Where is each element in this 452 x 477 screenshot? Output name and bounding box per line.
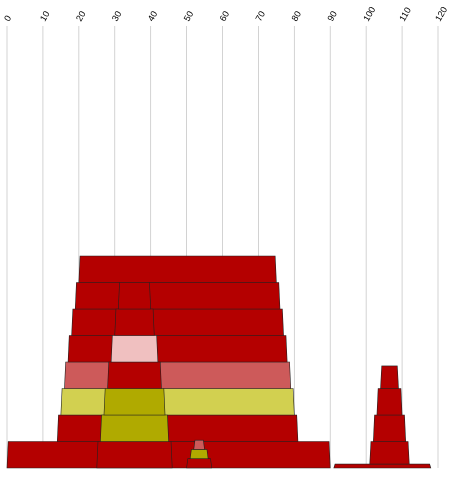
main-stack-layer-8 <box>78 255 277 283</box>
small-peak-layer-3 <box>193 439 205 450</box>
right-peak <box>333 365 432 469</box>
main-stack-layer-2 <box>56 414 299 442</box>
tall-peak-layer-2 <box>100 414 169 442</box>
tall-peak-layer-3 <box>103 388 166 416</box>
x-tick-label-60: 60 <box>218 9 232 23</box>
tall-peak-layer-1 <box>96 441 173 469</box>
x-tick-label-120: 120 <box>433 5 449 23</box>
right-peak-layer-5 <box>380 365 399 389</box>
right-peak-layer-1 <box>333 463 432 469</box>
x-tick-label-40: 40 <box>146 9 160 23</box>
x-tick-label-30: 30 <box>110 9 124 23</box>
x-tick-label-90: 90 <box>325 9 339 23</box>
small-peak-layer-1 <box>186 458 213 469</box>
right-peak-layer-3 <box>373 414 406 442</box>
tall-peak-layer-6 <box>114 308 155 336</box>
x-tick-label-50: 50 <box>182 9 196 23</box>
main-stack-layer-5 <box>67 335 288 363</box>
right-peak-layer-4 <box>376 388 403 416</box>
grid-lines <box>6 26 439 468</box>
right-peak-layer-2 <box>369 441 410 465</box>
main-stack-layer-7 <box>74 282 281 310</box>
x-tick-label-100: 100 <box>361 5 377 23</box>
small-peak <box>186 439 213 469</box>
x-axis-ticks: 0 10 20 30 40 50 60 70 80 90 100 110 120 <box>2 5 449 23</box>
tall-peak <box>96 282 173 469</box>
tall-peak-layer-7 <box>118 282 151 310</box>
x-tick-label-10: 10 <box>38 9 52 23</box>
x-tick-label-80: 80 <box>289 9 303 23</box>
tall-peak-layer-5 <box>110 335 159 363</box>
small-peak-layer-2 <box>189 449 209 460</box>
main-stack-layer-6 <box>71 308 284 336</box>
plot-area <box>6 255 432 469</box>
x-tick-label-0: 0 <box>2 14 13 23</box>
x-tick-label-110: 110 <box>397 6 413 23</box>
main-stack-layer-4 <box>64 361 292 389</box>
main-stack-layer-3 <box>60 388 295 416</box>
tall-peak-layer-4 <box>107 361 162 389</box>
x-tick-label-20: 20 <box>74 9 88 23</box>
x-tick-label-70: 70 <box>253 9 267 23</box>
